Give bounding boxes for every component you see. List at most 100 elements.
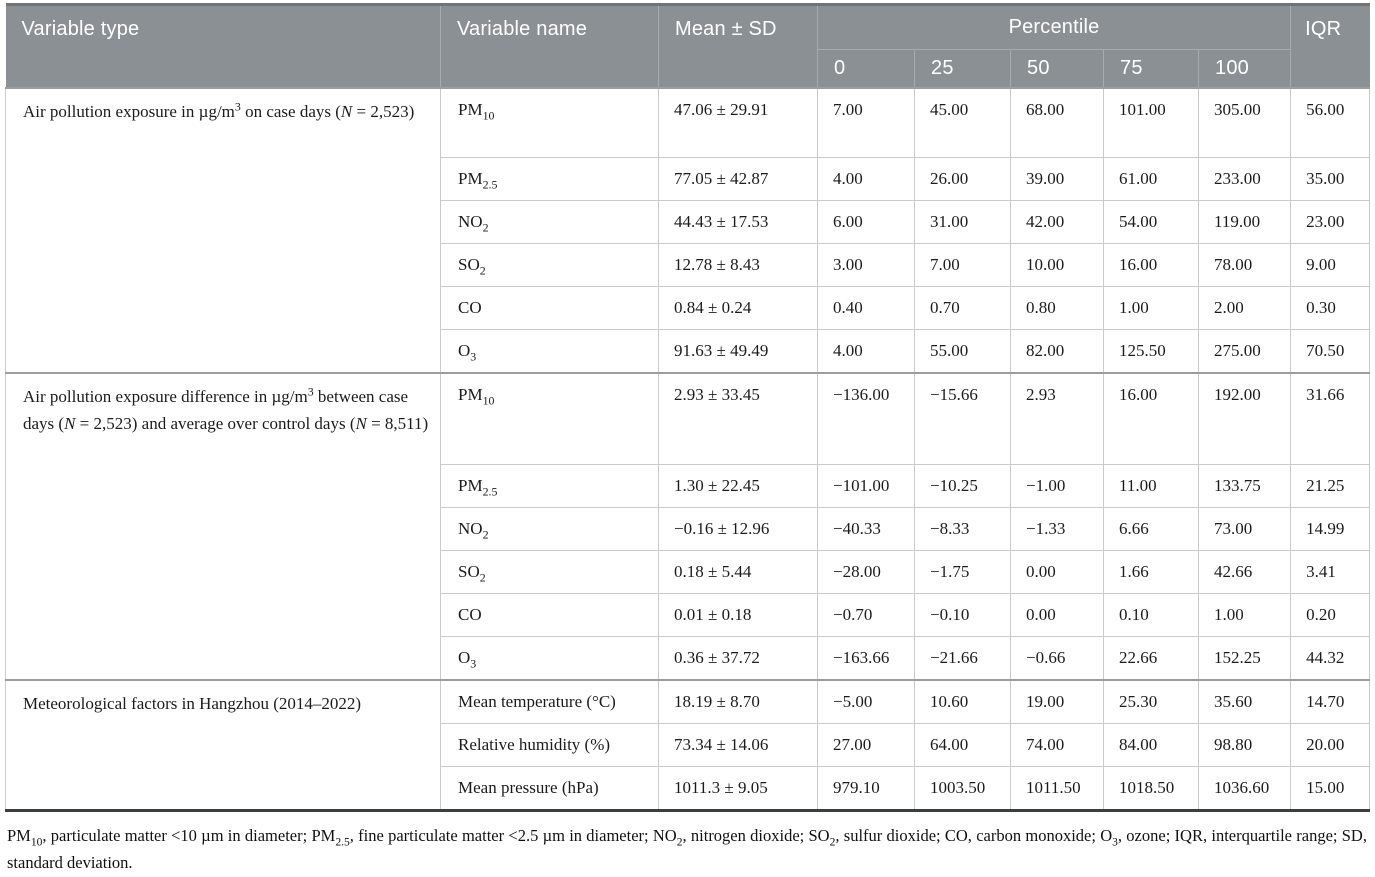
value-cell-p100: 275.00 [1197,328,1291,373]
value-cell-p25: 26.00 [914,157,1011,201]
value-cell-p0: −5.00 [817,678,915,724]
table-row: O3 91.63 ± 49.49 4.00 55.00 82.00 125.50 275.0… [6,328,1371,373]
value-cell-p100: 35.60 [1197,678,1291,724]
value-cell-iqr: 0.30 [1290,285,1371,330]
value-cell-p75: 6.66 [1103,507,1199,551]
value-cell-p100: 1.00 [1197,593,1291,637]
value-cell-p100: 73.00 [1197,507,1291,551]
table-row: Air pollution exposure difference in µg/… [5,371,1371,680]
value-cell-p0: −101.00 [817,464,915,508]
value-cell-p50: 0.00 [1010,593,1104,637]
variable-name-cell: NO2 [440,507,659,551]
value-cell-p100: 152.25 [1197,635,1291,680]
value-cell-p75: 101.00 [1103,86,1199,158]
value-cell-mean-sd: 0.01 ± 0.18 [658,593,818,637]
value-cell-p50: 10.00 [1010,242,1104,287]
table-row: CO 0.01 ± 0.18 −0.70 −0.10 0.00 0.10 1.00 0.20 [6,593,1371,637]
variable-name-cell: Mean temperature (°C) [440,678,659,724]
value-cell-mean-sd: 77.05 ± 42.87 [658,157,818,201]
value-cell-p50: −1.33 [1010,507,1104,551]
value-cell-p100: 133.75 [1197,464,1291,508]
value-cell-p50: 0.80 [1010,285,1104,330]
value-cell-p25: −10.25 [914,464,1011,508]
value-cell-p50: −0.66 [1010,635,1104,680]
value-cell-p0: 0.40 [817,285,915,330]
value-cell-mean-sd: 18.19 ± 8.70 [658,678,818,724]
value-cell-p0: 979.10 [817,765,915,811]
value-cell-p50: 39.00 [1010,157,1104,201]
value-cell-p25: −21.66 [914,635,1011,680]
value-cell-iqr: 0.20 [1290,593,1371,637]
col-header-iqr: IQR [1290,4,1370,88]
value-cell-p25: 45.00 [914,86,1011,158]
variable-name-cell: Relative humidity (%) [440,722,659,767]
table-row: NO2 −0.16 ± 12.96 −40.33 −8.33 −1.33 6.66 73.0… [6,507,1371,551]
col-header-percentile-0: 0 [817,49,915,88]
table-row: SO2 0.18 ± 5.44 −28.00 −1.75 0.00 1.66 42.66 3.… [6,550,1371,594]
value-cell-p25: −8.33 [914,507,1011,551]
value-cell-iqr: 20.00 [1290,722,1371,767]
value-cell-iqr: 21.25 [1290,464,1371,508]
value-cell-iqr: 31.66 [1290,371,1371,465]
value-cell-p50: 82.00 [1010,328,1104,373]
value-cell-p25: 55.00 [914,328,1011,373]
variable-type-cell: Air pollution exposure difference in µg/… [5,371,441,680]
value-cell-p50: 19.00 [1010,678,1104,724]
table-row: SO2 12.78 ± 8.43 3.00 7.00 10.00 16.00 78.00 9.… [6,242,1371,287]
paper-table-figure: Variable type Variable name Mean ± SD Pe… [5,3,1371,873]
value-cell-p25: 10.60 [914,678,1011,724]
value-cell-p0: 3.00 [817,242,915,287]
value-cell-iqr: 70.50 [1290,328,1371,373]
table-row: PM2.5 77.05 ± 42.87 4.00 26.00 39.00 61.00 233… [6,157,1371,201]
value-cell-p75: 16.00 [1103,371,1199,465]
value-cell-p75: 0.10 [1103,593,1199,637]
value-cell-p25: 7.00 [914,242,1011,287]
value-cell-p25: −1.75 [914,550,1011,594]
value-cell-iqr: 23.00 [1290,199,1371,244]
value-cell-p100: 98.80 [1197,722,1291,767]
value-cell-mean-sd: 44.43 ± 17.53 [658,199,818,244]
value-cell-p100: 119.00 [1197,199,1291,244]
value-cell-iqr: 3.41 [1290,550,1371,594]
value-cell-p0: 7.00 [817,86,915,158]
value-cell-p100: 42.66 [1197,550,1291,594]
value-cell-iqr: 9.00 [1290,242,1371,287]
value-cell-mean-sd: 47.06 ± 29.91 [658,86,818,158]
variable-name-cell: O3 [440,635,659,680]
value-cell-p0: −40.33 [817,507,915,551]
table-row: Air pollution exposure in µg/m3 on case … [5,86,1371,373]
value-cell-p0: 4.00 [817,157,915,201]
col-header-percentile-75: 75 [1103,49,1199,88]
value-cell-p25: 1003.50 [914,765,1011,811]
variable-name-cell: PM10 [440,371,659,465]
value-cell-p50: 2.93 [1010,371,1104,465]
table-row: Relative humidity (%) 73.34 ± 14.06 27.00 6… [6,722,1371,767]
col-header-percentile: Percentile [816,4,1291,50]
col-header-percentile-100: 100 [1197,49,1291,88]
value-cell-p0: −28.00 [817,550,915,594]
value-cell-mean-sd: 0.84 ± 0.24 [658,285,818,330]
value-cell-mean-sd: 0.36 ± 37.72 [658,635,818,680]
variable-type-cell: Meteorological factors in Hangzhou (2014… [5,678,441,811]
variable-name-cell: O3 [440,328,659,373]
variable-name-cell: Mean pressure (hPa) [440,765,659,811]
variable-name-cell: NO2 [440,199,659,244]
variable-name-cell: PM2.5 [440,157,659,201]
value-cell-p0: −136.00 [817,371,915,465]
col-header-mean-sd: Mean ± SD [658,4,818,88]
value-cell-iqr: 44.32 [1290,635,1371,680]
col-header-variable-name: Variable name [440,4,659,88]
col-header-variable-type: Variable type [5,4,441,88]
variable-name-cell: SO2 [440,550,659,594]
value-cell-p25: −15.66 [914,371,1011,465]
value-cell-p25: −0.10 [914,593,1011,637]
col-header-percentile-50: 50 [1010,49,1104,88]
value-cell-p100: 2.00 [1197,285,1291,330]
value-cell-p75: 25.30 [1103,678,1199,724]
value-cell-p25: 64.00 [914,722,1011,767]
value-cell-p50: 42.00 [1010,199,1104,244]
variable-name-cell: PM2.5 [440,464,659,508]
value-cell-mean-sd: 1.30 ± 22.45 [658,464,818,508]
value-cell-p50: −1.00 [1010,464,1104,508]
value-cell-p25: 31.00 [914,199,1011,244]
